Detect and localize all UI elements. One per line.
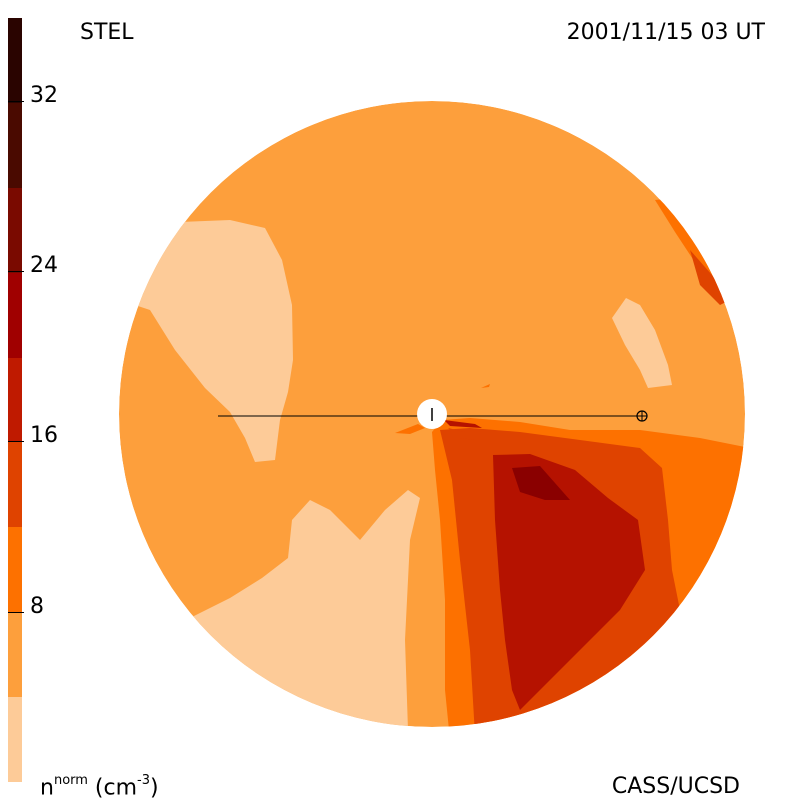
unit-paren-open: (cm (87, 775, 138, 800)
colorbar-tick-label-16: 16 (30, 423, 58, 448)
unit-paren-close: ) (150, 775, 159, 800)
timestamp-label: 2001/11/15 03 UT (566, 20, 765, 45)
colorbar-tick (8, 271, 24, 272)
wisp-left (395, 424, 425, 434)
colorbar-segment (8, 357, 22, 443)
unit-sup: norm (53, 773, 88, 788)
colorbar-tick-label-24: 24 (30, 253, 58, 278)
colorbar-unit-label: nnorm (cm-3) (40, 773, 159, 800)
colorbar-segment (8, 527, 22, 613)
colorbar-segment (8, 442, 22, 528)
unit-exponent: -3 (137, 773, 151, 788)
colorbar-segment (8, 187, 22, 273)
colorbar-segment (8, 18, 22, 103)
red-region (493, 454, 645, 710)
unit-base: n (40, 775, 54, 800)
wisp-small (481, 384, 490, 388)
wisp-down (448, 428, 475, 440)
earth-marker (636, 410, 648, 422)
pale-region-right (612, 298, 672, 388)
colorbar-segment (8, 612, 22, 697)
instrument-label: STEL (80, 20, 134, 45)
colorbar-segment (8, 697, 22, 782)
map-disk (119, 101, 745, 727)
colorbar-tick-label-32: 32 (30, 83, 58, 108)
colorbar (8, 18, 22, 782)
colorbar-tick (8, 612, 24, 613)
source-label: CASS/UCSD (611, 774, 740, 799)
dark-red-core (512, 466, 570, 500)
colorbar-tick (8, 101, 24, 102)
colorbar-tick-label-8: 8 (30, 594, 44, 619)
colorbar-tick (8, 441, 24, 442)
colorbar-segment (8, 272, 22, 358)
wisp-right (444, 420, 482, 428)
colorbar-segment (8, 102, 22, 188)
